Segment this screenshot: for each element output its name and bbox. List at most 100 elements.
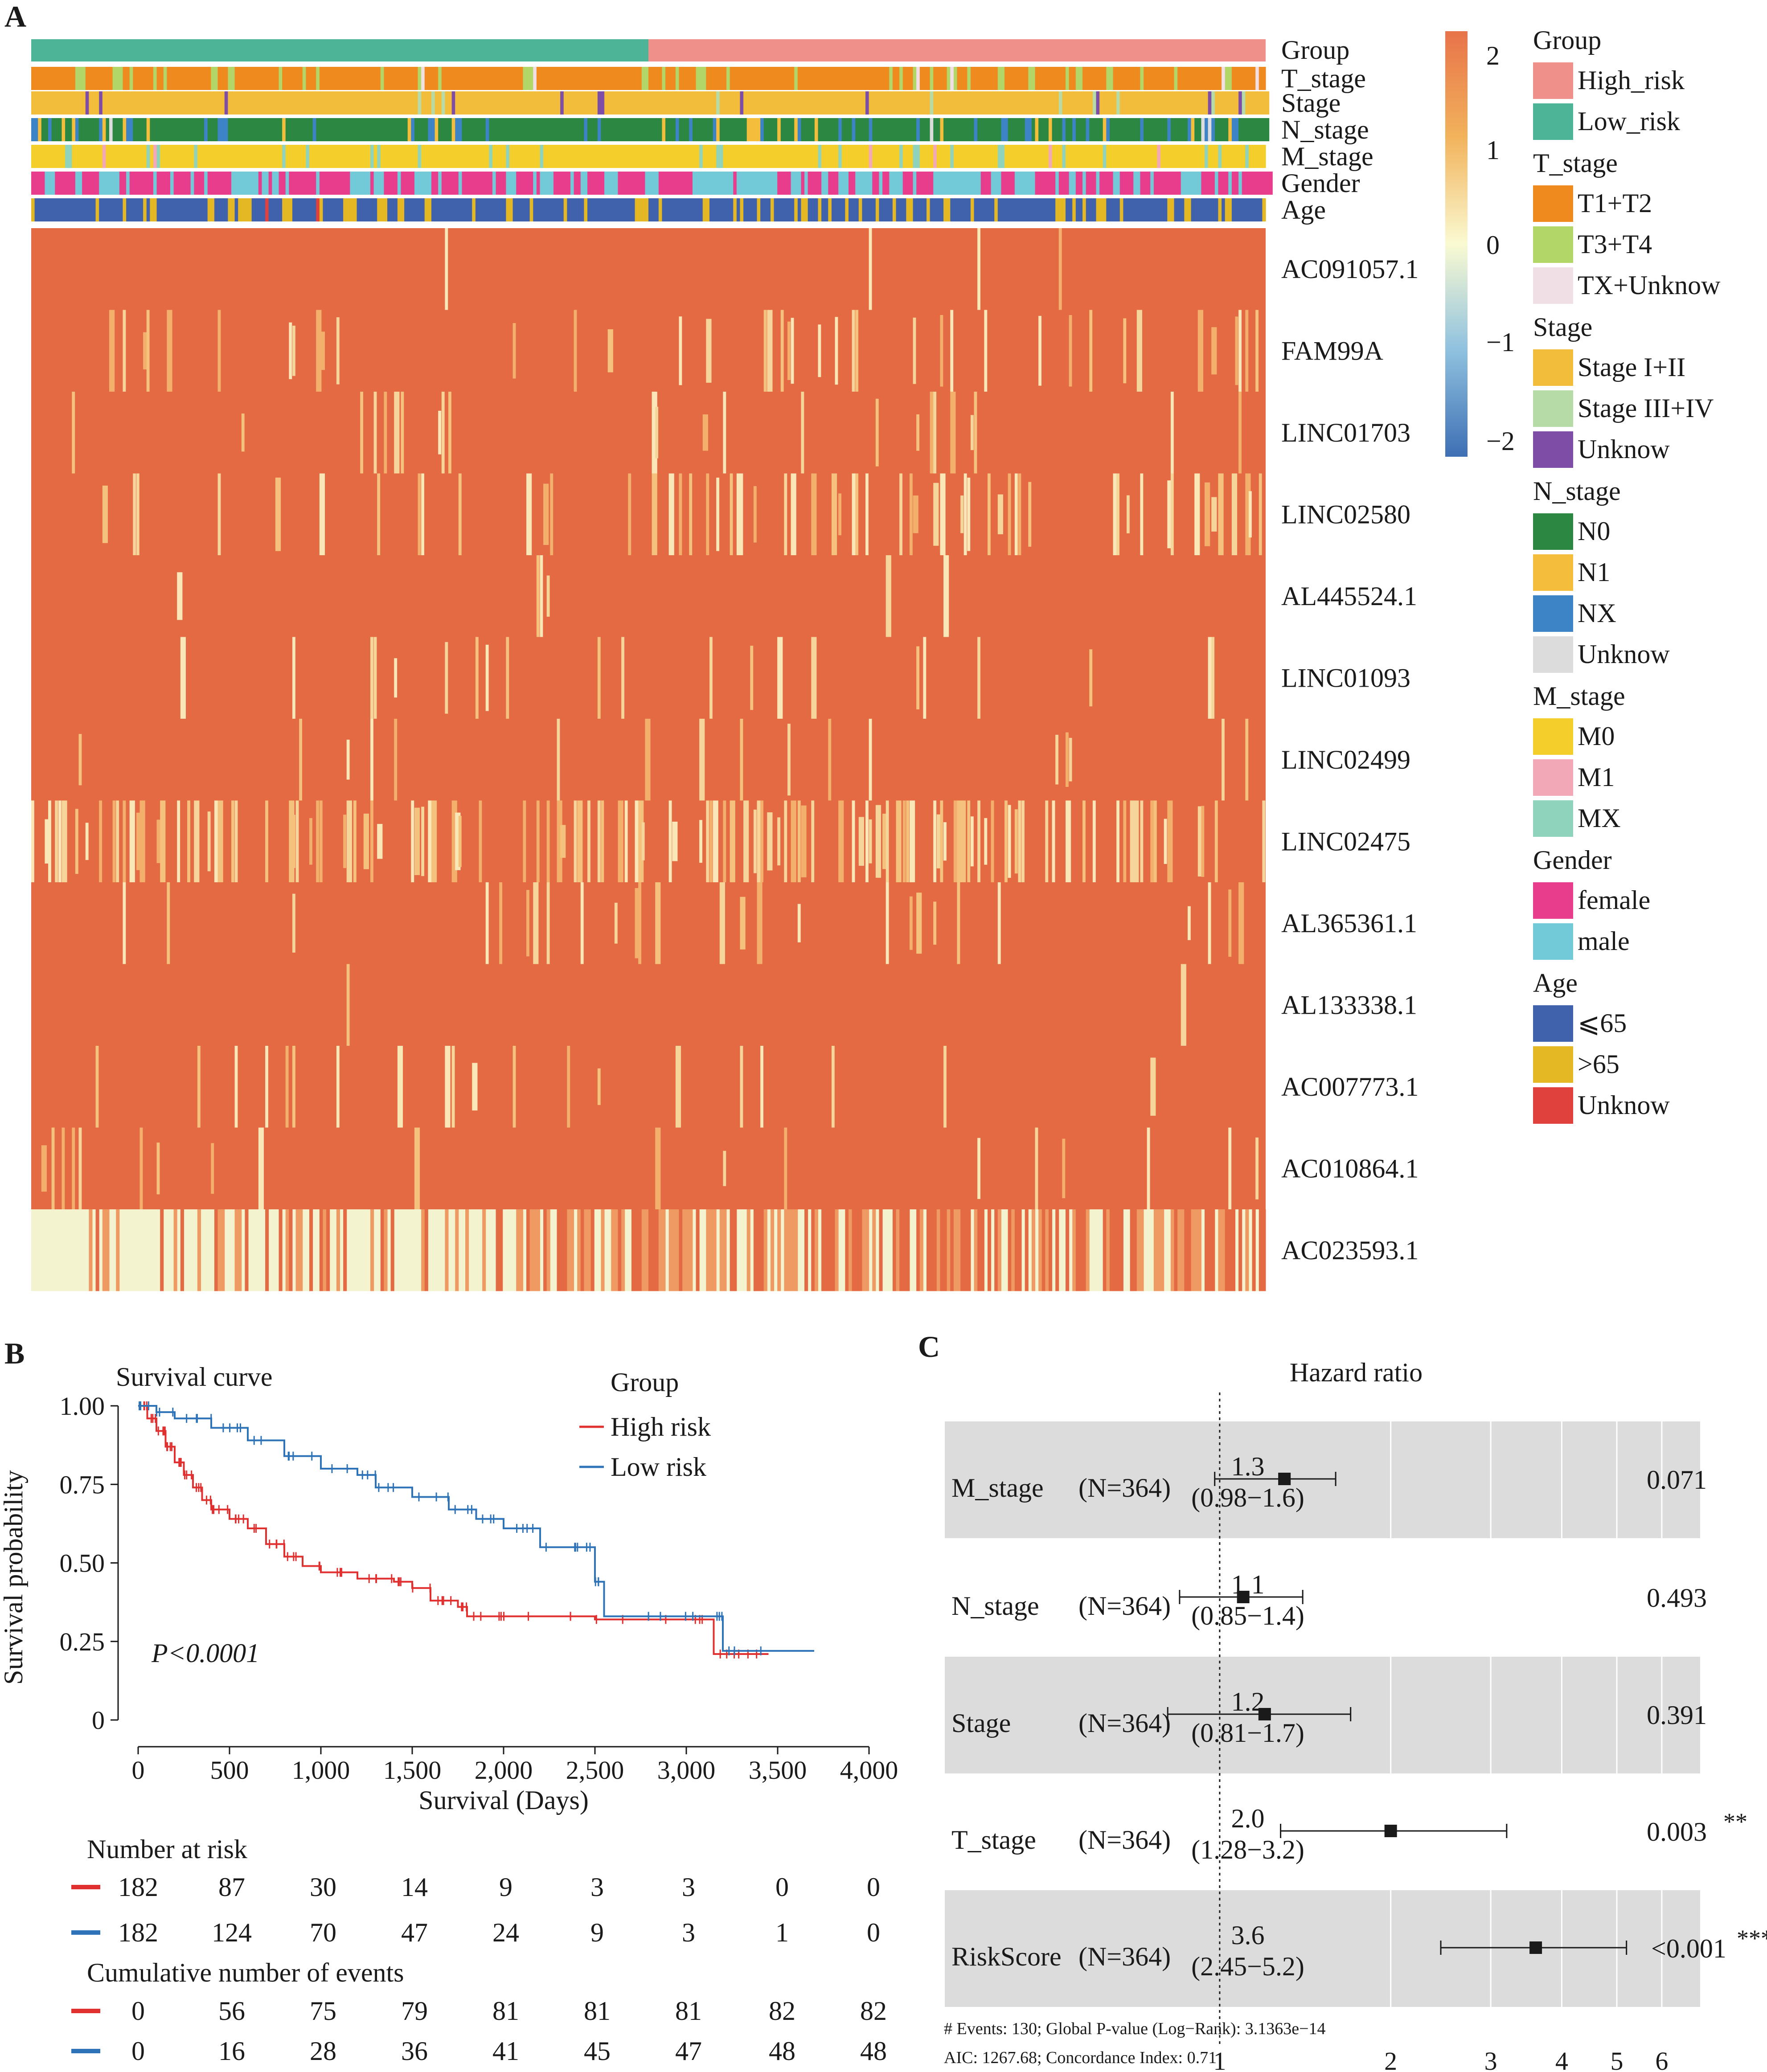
annotation-cell-gender (696, 172, 700, 195)
annotation-cell-stage (652, 91, 666, 115)
annotation-cell-stage (245, 91, 249, 115)
annotation-cell-m_stage (509, 145, 513, 168)
heatmap-cell (1262, 800, 1266, 882)
annotation-cell-age (797, 198, 802, 221)
heatmap-cell (485, 882, 489, 964)
annotation-cell-m_stage (628, 145, 642, 168)
heatmap-cell (292, 1046, 295, 1128)
gene-label: FAM99A (1281, 336, 1383, 365)
heatmap-cell (896, 1209, 900, 1291)
annotation-cell-gender (1038, 172, 1045, 195)
annotation-cell-gender (431, 172, 439, 195)
heatmap-cell (451, 1046, 455, 1128)
heatmap-cell (814, 1209, 818, 1291)
heatmap-cell (560, 825, 566, 858)
annotation-cell-stage (401, 91, 408, 115)
annotation-cell-age (1028, 198, 1039, 221)
annotation-cell-gender (1099, 172, 1114, 195)
events-table-high-cell: 81 (584, 1996, 611, 2026)
annotation-cell-age (706, 198, 710, 221)
heatmap-cell (265, 1209, 269, 1291)
annotation-cell-n_stage (129, 118, 133, 141)
heatmap-cell (1014, 1209, 1018, 1291)
annotation-cell-t_stage (387, 67, 398, 90)
heatmap-body (31, 228, 1266, 1291)
annotation-cell-stage (621, 91, 625, 115)
heatmap-cell (963, 1209, 968, 1291)
heatmap-cell (689, 1209, 693, 1291)
legend-label: High risk (611, 1412, 711, 1441)
heatmap-cell (1136, 310, 1142, 392)
annotation-cell-n_stage (529, 118, 537, 141)
heatmap-cell (177, 800, 180, 882)
annotation-cell-gender (451, 172, 459, 195)
heatmap-cell (936, 1209, 940, 1291)
annotation-cell-gender (156, 172, 171, 195)
heatmap-cell (234, 800, 238, 882)
annotation-cell-age (346, 198, 350, 221)
annotation-cell-m_stage (838, 145, 842, 168)
heatmap-cell (740, 719, 743, 801)
annotation-cell-m_stage (326, 145, 337, 168)
annotation-cell-gender (797, 172, 802, 195)
legend-title: Stage (1533, 312, 1592, 342)
annotation-cell-m_stage (828, 145, 839, 168)
annotation-cell-age (821, 198, 828, 221)
annotation-cell-n_stage (655, 118, 663, 141)
annotation-cell-m_stage (767, 145, 775, 168)
annotation-cell-age (1123, 198, 1127, 221)
annotation-cell-m_stage (682, 145, 686, 168)
annotation-cell-gender (1157, 172, 1171, 195)
annotation-cell-n_stage (763, 118, 767, 141)
heatmap-cell (716, 477, 720, 551)
annotation-cell-gender (1028, 172, 1032, 195)
heatmap-cell (292, 637, 295, 719)
annotation-cell-age (1103, 198, 1107, 221)
annotation-cell-age (177, 198, 191, 221)
legend-item-label: Unknow (1578, 639, 1670, 669)
annotation-cell-age (292, 198, 299, 221)
heatmap-cell (384, 392, 387, 474)
annotation-cell-gender (882, 172, 890, 195)
gene-label: AL133338.1 (1281, 990, 1417, 1020)
heatmap-cell (1231, 1209, 1236, 1291)
annotation-cell-gender (892, 172, 897, 195)
annotation-cell-m_stage (1103, 145, 1107, 168)
annotation-cell-t_stage (1235, 67, 1249, 90)
annotation-cell-n_stage (390, 118, 394, 141)
heatmap-cell (560, 1209, 564, 1291)
annotation-cell-n_stage (1170, 118, 1185, 141)
annotation-cell-age (357, 198, 364, 221)
annotation-cell-stage (285, 91, 296, 115)
annotation-cell-gender (238, 172, 242, 195)
heatmap-cell (787, 724, 791, 796)
annotation-cell-t_stage (723, 67, 727, 90)
heatmap-cell (1231, 473, 1238, 555)
heatmap-cell (1014, 809, 1018, 874)
annotation-cell-n_stage (699, 118, 703, 141)
heatmap-cell (848, 1209, 853, 1291)
heatmap-cell (139, 1127, 143, 1209)
annotation-cell-t_stage (1048, 67, 1053, 90)
annotation-cell-stage (373, 91, 381, 115)
annotation-cell-n_stage (85, 118, 99, 141)
annotation-cell-stage (635, 91, 639, 115)
annotation-cell-n_stage (597, 118, 602, 141)
heatmap-cell (1052, 800, 1055, 882)
heatmap-cell (1222, 719, 1225, 801)
annotation-cell-t_stage (228, 67, 232, 90)
heatmap-cell (611, 1209, 615, 1291)
heatmap-cell (448, 392, 451, 474)
annotation-cell-n_stage (99, 118, 103, 141)
events-table-low-cell: 48 (769, 2036, 795, 2066)
heatmap-cell (987, 1209, 992, 1291)
annotation-cell-gender (268, 172, 272, 195)
annotation-cell-stage (1014, 91, 1019, 115)
annotation-cell-m_stage (574, 145, 588, 168)
heatmap-cell (933, 483, 939, 546)
annotation-cell-n_stage (916, 118, 920, 141)
annotation-cell-n_stage (587, 118, 598, 141)
heatmap-cell (977, 800, 981, 882)
legend-item-label: M1 (1578, 762, 1615, 792)
heatmap-cell (319, 800, 323, 882)
